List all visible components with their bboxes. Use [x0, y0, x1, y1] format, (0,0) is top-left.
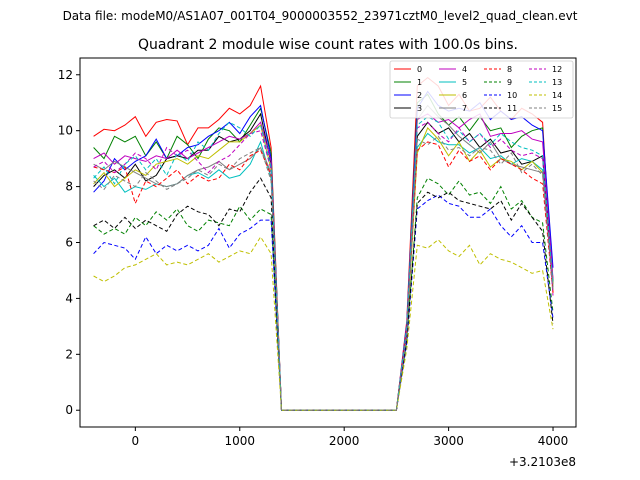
legend-label-0: 0: [417, 65, 422, 74]
legend-label-10: 10: [507, 91, 517, 100]
x-tick-label: 0: [132, 434, 140, 448]
legend-label-4: 4: [462, 65, 467, 74]
x-tick-label: 2000: [329, 434, 360, 448]
x-tick-label: 4000: [538, 434, 569, 448]
series-line-14: [93, 235, 554, 411]
x-tick-label: 1000: [224, 434, 255, 448]
y-axis: 0 2 4 6 8 10 12: [58, 68, 80, 417]
series-line-10: [93, 194, 554, 411]
y-tick-label: 12: [58, 68, 73, 82]
legend-label-5: 5: [462, 78, 467, 87]
legend-label-11: 11: [507, 104, 517, 113]
x-axis-offset-label: +3.2103e8: [509, 455, 576, 469]
legend-label-13: 13: [552, 78, 562, 87]
series-line-4: [93, 113, 554, 411]
series-line-5: [93, 132, 554, 411]
series-line-8: [93, 141, 554, 411]
chart-title: Quadrant 2 module wise count rates with …: [138, 37, 518, 53]
series-line-6: [93, 124, 554, 411]
legend-label-7: 7: [462, 104, 467, 113]
series-line-1: [93, 93, 554, 411]
legend-label-6: 6: [462, 91, 467, 100]
legend-label-1: 1: [417, 78, 422, 87]
legend-label-2: 2: [417, 91, 422, 100]
x-axis: 0 1000 2000 3000 4000: [132, 427, 569, 448]
legend-label-3: 3: [417, 104, 422, 113]
series-line-15: [93, 135, 554, 411]
legend-label-15: 15: [552, 104, 562, 113]
series-line-13: [93, 116, 554, 411]
series-line-2: [93, 90, 554, 411]
y-tick-label: 4: [65, 291, 73, 305]
legend-label-14: 14: [552, 91, 562, 100]
figure-suptitle: Data file: modeM0/AS1A07_001T04_90000035…: [63, 9, 578, 23]
y-tick-label: 2: [65, 347, 73, 361]
series-line-3: [93, 112, 554, 411]
series-line-11: [93, 177, 554, 411]
legend-label-12: 12: [552, 65, 562, 74]
legend-label-9: 9: [507, 78, 512, 87]
legend-label-8: 8: [507, 65, 512, 74]
series-line-9: [93, 177, 554, 411]
y-tick-label: 0: [65, 403, 73, 417]
series-line-0: [93, 76, 554, 411]
y-tick-label: 10: [58, 124, 73, 138]
plot-area: [93, 76, 554, 411]
y-tick-label: 8: [65, 180, 73, 194]
legend-box: [389, 60, 574, 119]
x-tick-label: 3000: [433, 434, 464, 448]
y-tick-label: 6: [65, 236, 73, 250]
